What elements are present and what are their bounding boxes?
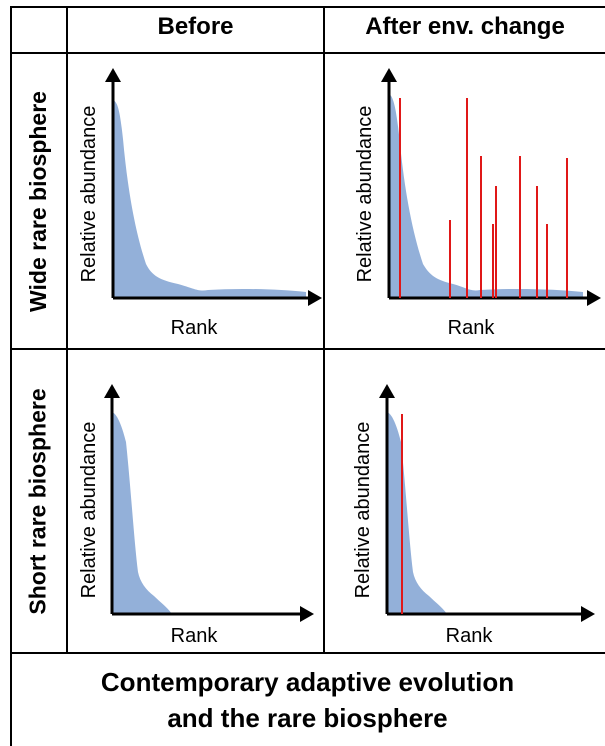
x-axis-arrowhead — [300, 606, 314, 622]
panel-wide-after: Relative abundance Rank — [354, 68, 601, 339]
grid-line-left — [10, 6, 12, 746]
x-axis-arrowhead — [587, 290, 601, 306]
panel-short-before: Relative abundance Rank — [78, 384, 314, 647]
abundance-curve — [387, 412, 447, 614]
y-axis-label: Relative abundance — [354, 106, 376, 283]
row-label-wide: Wide rare biosphere — [24, 90, 51, 312]
x-axis-arrowhead — [308, 290, 322, 306]
abundance-curve — [112, 412, 172, 614]
y-axis-arrowhead — [105, 68, 121, 82]
y-axis-label: Relative abundance — [352, 422, 374, 599]
x-axis-label: Rank — [448, 317, 496, 339]
column-header-before: Before — [157, 13, 234, 40]
row-header-short: Short rare biosphere — [10, 350, 66, 652]
grid-line-middle — [10, 348, 605, 350]
adaptive-spikes — [399, 98, 568, 298]
abundance-curve — [389, 94, 583, 298]
row-header-wide: Wide rare biosphere — [10, 54, 66, 348]
y-axis-arrowhead — [381, 68, 397, 82]
x-axis-label: Rank — [446, 625, 494, 647]
figure-caption: Contemporary adaptive evolution and the … — [10, 658, 605, 742]
x-axis-arrowhead — [581, 606, 595, 622]
grid-line-center — [323, 6, 325, 654]
grid-line-top — [10, 6, 605, 8]
panel-short-after: Relative abundance Rank — [352, 384, 595, 647]
caption-line-2: and the rare biosphere — [167, 703, 448, 733]
x-axis-label: Rank — [171, 625, 219, 647]
y-axis-arrowhead — [379, 384, 395, 398]
grid-line-header-bottom — [10, 52, 605, 54]
grid-line-rowheader — [66, 6, 68, 654]
y-axis-arrowhead — [104, 384, 120, 398]
column-header-after: After env. change — [365, 13, 565, 40]
y-axis-label: Relative abundance — [78, 106, 100, 283]
x-axis-label: Rank — [171, 317, 219, 339]
row-label-short: Short rare biosphere — [24, 387, 51, 615]
grid-line-bottom — [10, 652, 605, 654]
abundance-curve — [113, 100, 306, 298]
y-axis-label: Relative abundance — [78, 422, 100, 599]
panel-wide-before: Relative abundance Rank — [78, 68, 322, 339]
caption-line-1: Contemporary adaptive evolution — [100, 667, 515, 697]
